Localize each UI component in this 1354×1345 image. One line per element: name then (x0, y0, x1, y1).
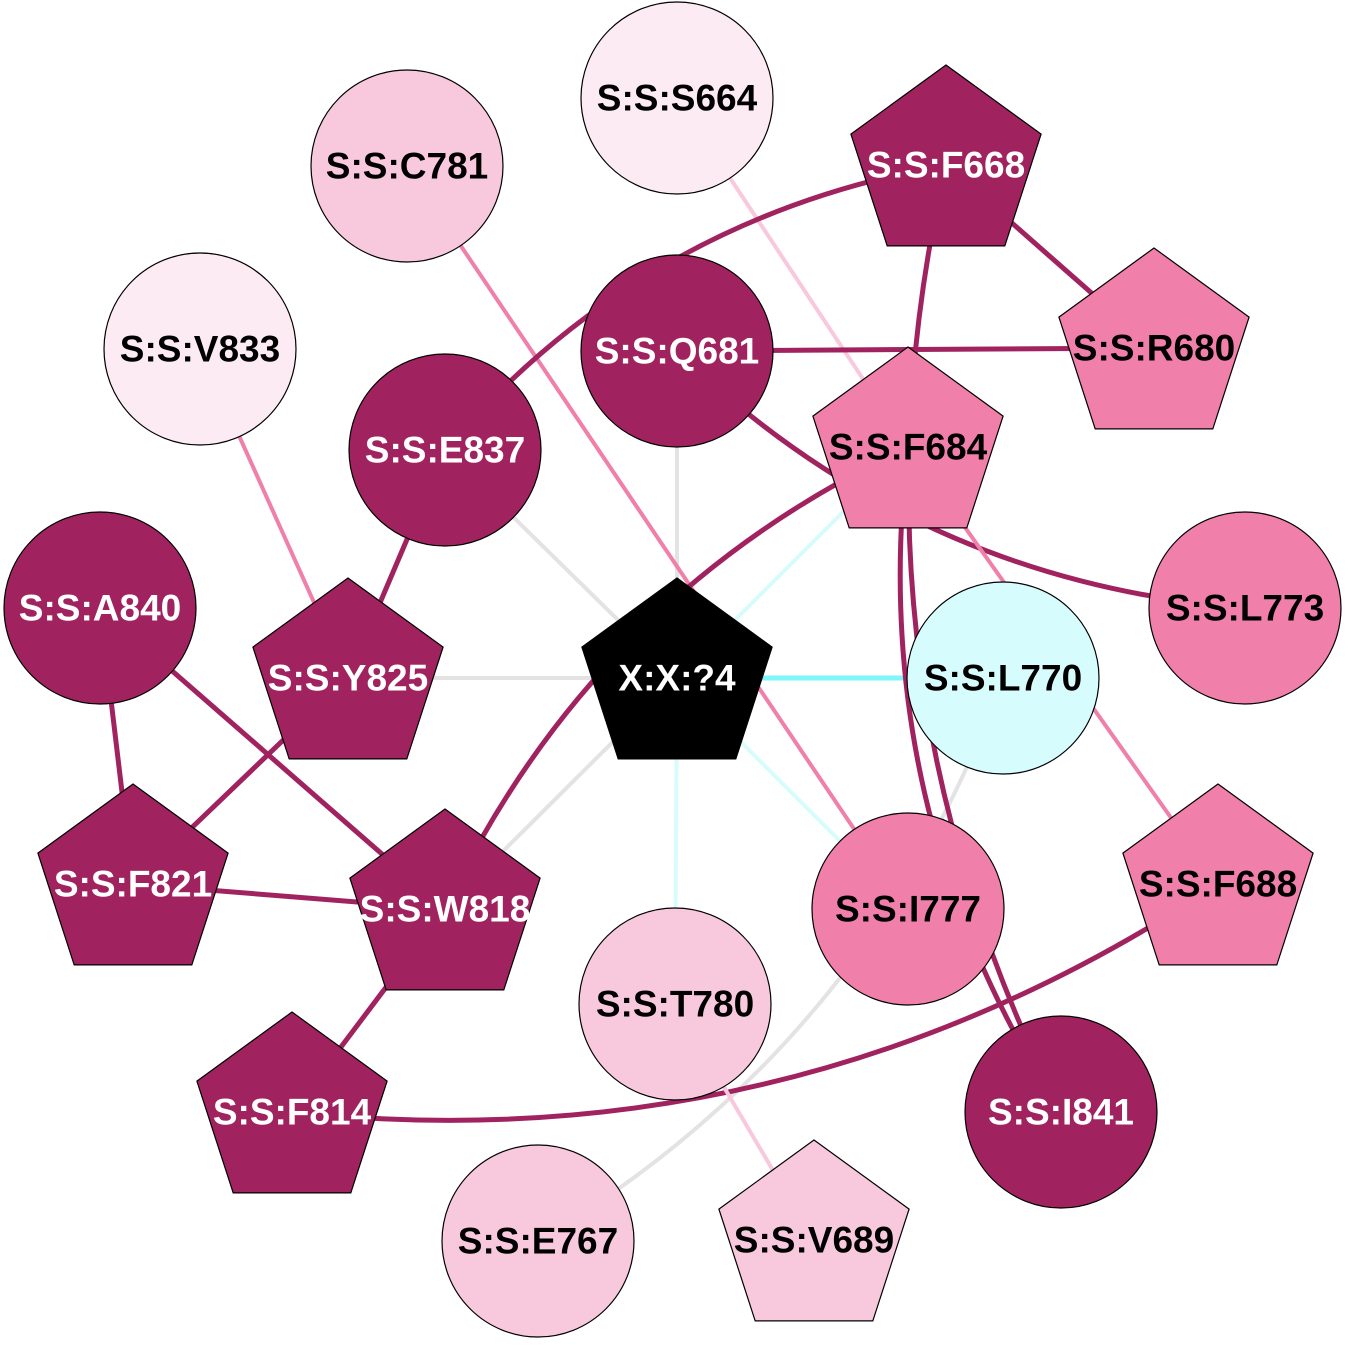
node-circle (441, 1144, 635, 1338)
node-label: S:S:F688 (1139, 864, 1297, 905)
node-pentagon (812, 346, 1004, 529)
nodes-layer: X:X:?4 S:S:S664 S:S:C781 S:S:F668 S:S:V833 S:… (3, 1, 1342, 1338)
node-label: S:S:F668 (867, 145, 1025, 186)
node-label: S:S:A840 (19, 588, 181, 629)
node-s-s-f814[interactable]: S:S:F814 (196, 1011, 388, 1194)
node-s-s-q681[interactable]: S:S:Q681 (580, 254, 774, 448)
node-s-s-w818[interactable]: S:S:W818 (349, 808, 541, 991)
node-label: S:S:F684 (829, 427, 988, 468)
node-s-s-f821[interactable]: S:S:F821 (37, 783, 229, 966)
node-circle (906, 581, 1100, 775)
node-label: S:S:R680 (1073, 328, 1235, 369)
node-circle (578, 907, 772, 1101)
node-circle (811, 812, 1005, 1006)
node-s-s-t780[interactable]: S:S:T780 (578, 907, 772, 1101)
node-s-s-l773[interactable]: S:S:L773 (1148, 511, 1342, 705)
edge-s-s-c781-to-s-s-i777 (405, 164, 910, 911)
node-s-s-f684[interactable]: S:S:F684 (812, 346, 1004, 529)
node-circle (1148, 511, 1342, 705)
node-pentagon (850, 64, 1042, 247)
node-circle (348, 353, 542, 547)
node-label: S:S:S664 (597, 78, 758, 119)
node-circle (310, 69, 504, 263)
node-label: S:S:F821 (54, 864, 212, 905)
node-circle (580, 254, 774, 448)
node-s-s-v689[interactable]: S:S:V689 (718, 1139, 910, 1322)
node-circle (3, 511, 197, 705)
node-pentagon (1122, 783, 1314, 966)
node-label: S:S:E837 (365, 430, 525, 471)
node-label: S:S:C781 (326, 146, 488, 187)
node-s-s-c781[interactable]: S:S:C781 (310, 69, 504, 263)
node-circle (103, 252, 297, 446)
node-s-s-r680[interactable]: S:S:R680 (1058, 247, 1250, 430)
node-circle (964, 1015, 1158, 1209)
node-label: S:S:V833 (120, 329, 280, 370)
node-s-s-y825[interactable]: S:S:Y825 (252, 577, 444, 760)
node-label: S:S:V689 (734, 1220, 894, 1261)
node-label: S:S:L773 (1166, 588, 1324, 629)
edge-s-s-f684-to-s-s-i841 (897, 444, 1064, 1115)
node-pentagon (1058, 247, 1250, 430)
node-label: S:S:I841 (988, 1092, 1134, 1133)
node-label: S:S:L770 (924, 658, 1082, 699)
node-label: S:S:W818 (360, 889, 531, 930)
node-s-s-s664[interactable]: S:S:S664 (580, 1, 774, 195)
edge-s-s-f688-to-s-s-f814 (289, 881, 1221, 1123)
node-pentagon (37, 783, 229, 966)
node-s-s-i777[interactable]: S:S:I777 (811, 812, 1005, 1006)
node-label: S:S:E767 (458, 1221, 618, 1262)
node-s-s-a840[interactable]: S:S:A840 (3, 511, 197, 705)
node-pentagon (718, 1139, 910, 1322)
node-s-s-e837[interactable]: S:S:E837 (348, 353, 542, 547)
node-circle (580, 1, 774, 195)
node-pentagon (581, 577, 773, 760)
node-s-s-e767[interactable]: S:S:E767 (441, 1144, 635, 1338)
node-x-x-4[interactable]: X:X:?4 (581, 577, 773, 760)
node-label: S:S:I777 (835, 889, 981, 930)
node-label: S:S:Q681 (595, 331, 760, 372)
node-s-s-f688[interactable]: S:S:F688 (1122, 783, 1314, 966)
node-label: S:S:Y825 (268, 658, 428, 699)
node-s-s-v833[interactable]: S:S:V833 (103, 252, 297, 446)
node-pentagon (252, 577, 444, 760)
node-pentagon (349, 808, 541, 991)
node-s-s-i841[interactable]: S:S:I841 (964, 1015, 1158, 1209)
node-pentagon (196, 1011, 388, 1194)
edge-s-s-l770-to-s-s-e767 (536, 676, 1005, 1243)
node-label: X:X:?4 (618, 658, 736, 699)
node-s-s-l770[interactable]: S:S:L770 (906, 581, 1100, 775)
node-label: S:S:T780 (596, 984, 754, 1025)
node-s-s-f668[interactable]: S:S:F668 (850, 64, 1042, 247)
node-label: S:S:F814 (213, 1092, 372, 1133)
